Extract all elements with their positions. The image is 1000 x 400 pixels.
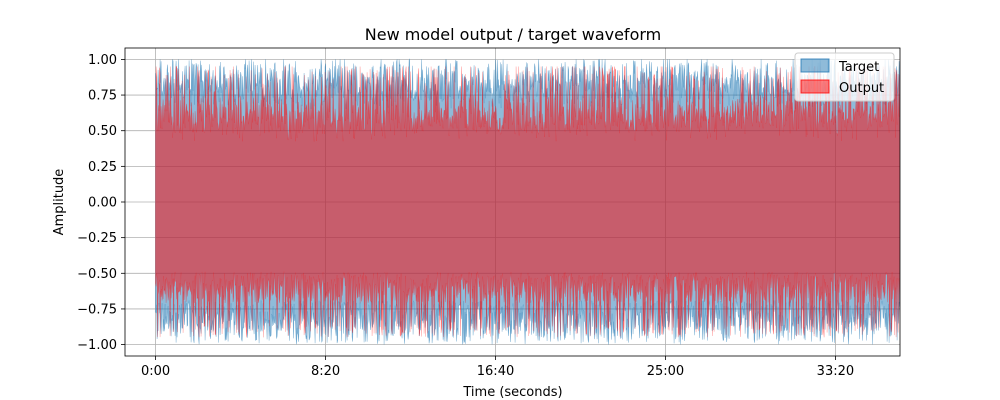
y-tick-label: 0.00 — [88, 196, 117, 211]
y-tick-label: −0.50 — [77, 267, 117, 282]
y-tick-label: 0.50 — [88, 124, 117, 139]
y-tick-label: −0.25 — [77, 231, 117, 246]
waveform-layers — [155, 58, 900, 345]
y-axis-ticks: 1.00 0.75 0.50 0.25 0.00 −0.25 −0.50 −0.75 −1.00 — [77, 53, 125, 353]
output-waveform — [155, 66, 900, 338]
y-axis-label: Amplitude — [52, 169, 67, 236]
x-axis-ticks: 0:00 8:20 16:40 25:00 33:20 — [141, 356, 854, 379]
y-tick-label: −1.00 — [77, 338, 117, 353]
legend-swatch-output — [800, 79, 830, 94]
legend-label-output: Output — [839, 81, 884, 96]
x-tick-label: 25:00 — [647, 364, 684, 379]
y-tick-label: 1.00 — [88, 53, 117, 68]
y-tick-label: −0.75 — [77, 302, 117, 317]
x-tick-label: 0:00 — [141, 364, 170, 379]
y-tick-label: 0.75 — [88, 89, 117, 104]
y-tick-label: 0.25 — [88, 160, 117, 175]
x-tick-label: 8:20 — [311, 364, 340, 379]
legend-swatch-target — [800, 58, 830, 73]
x-axis-label: Time (seconds) — [462, 385, 562, 400]
x-tick-label: 16:40 — [477, 364, 514, 379]
legend-label-target: Target — [838, 60, 879, 75]
legend: Target Output — [794, 52, 895, 102]
x-tick-label: 33:20 — [817, 364, 854, 379]
chart-title: New model output / target waveform — [365, 25, 661, 44]
